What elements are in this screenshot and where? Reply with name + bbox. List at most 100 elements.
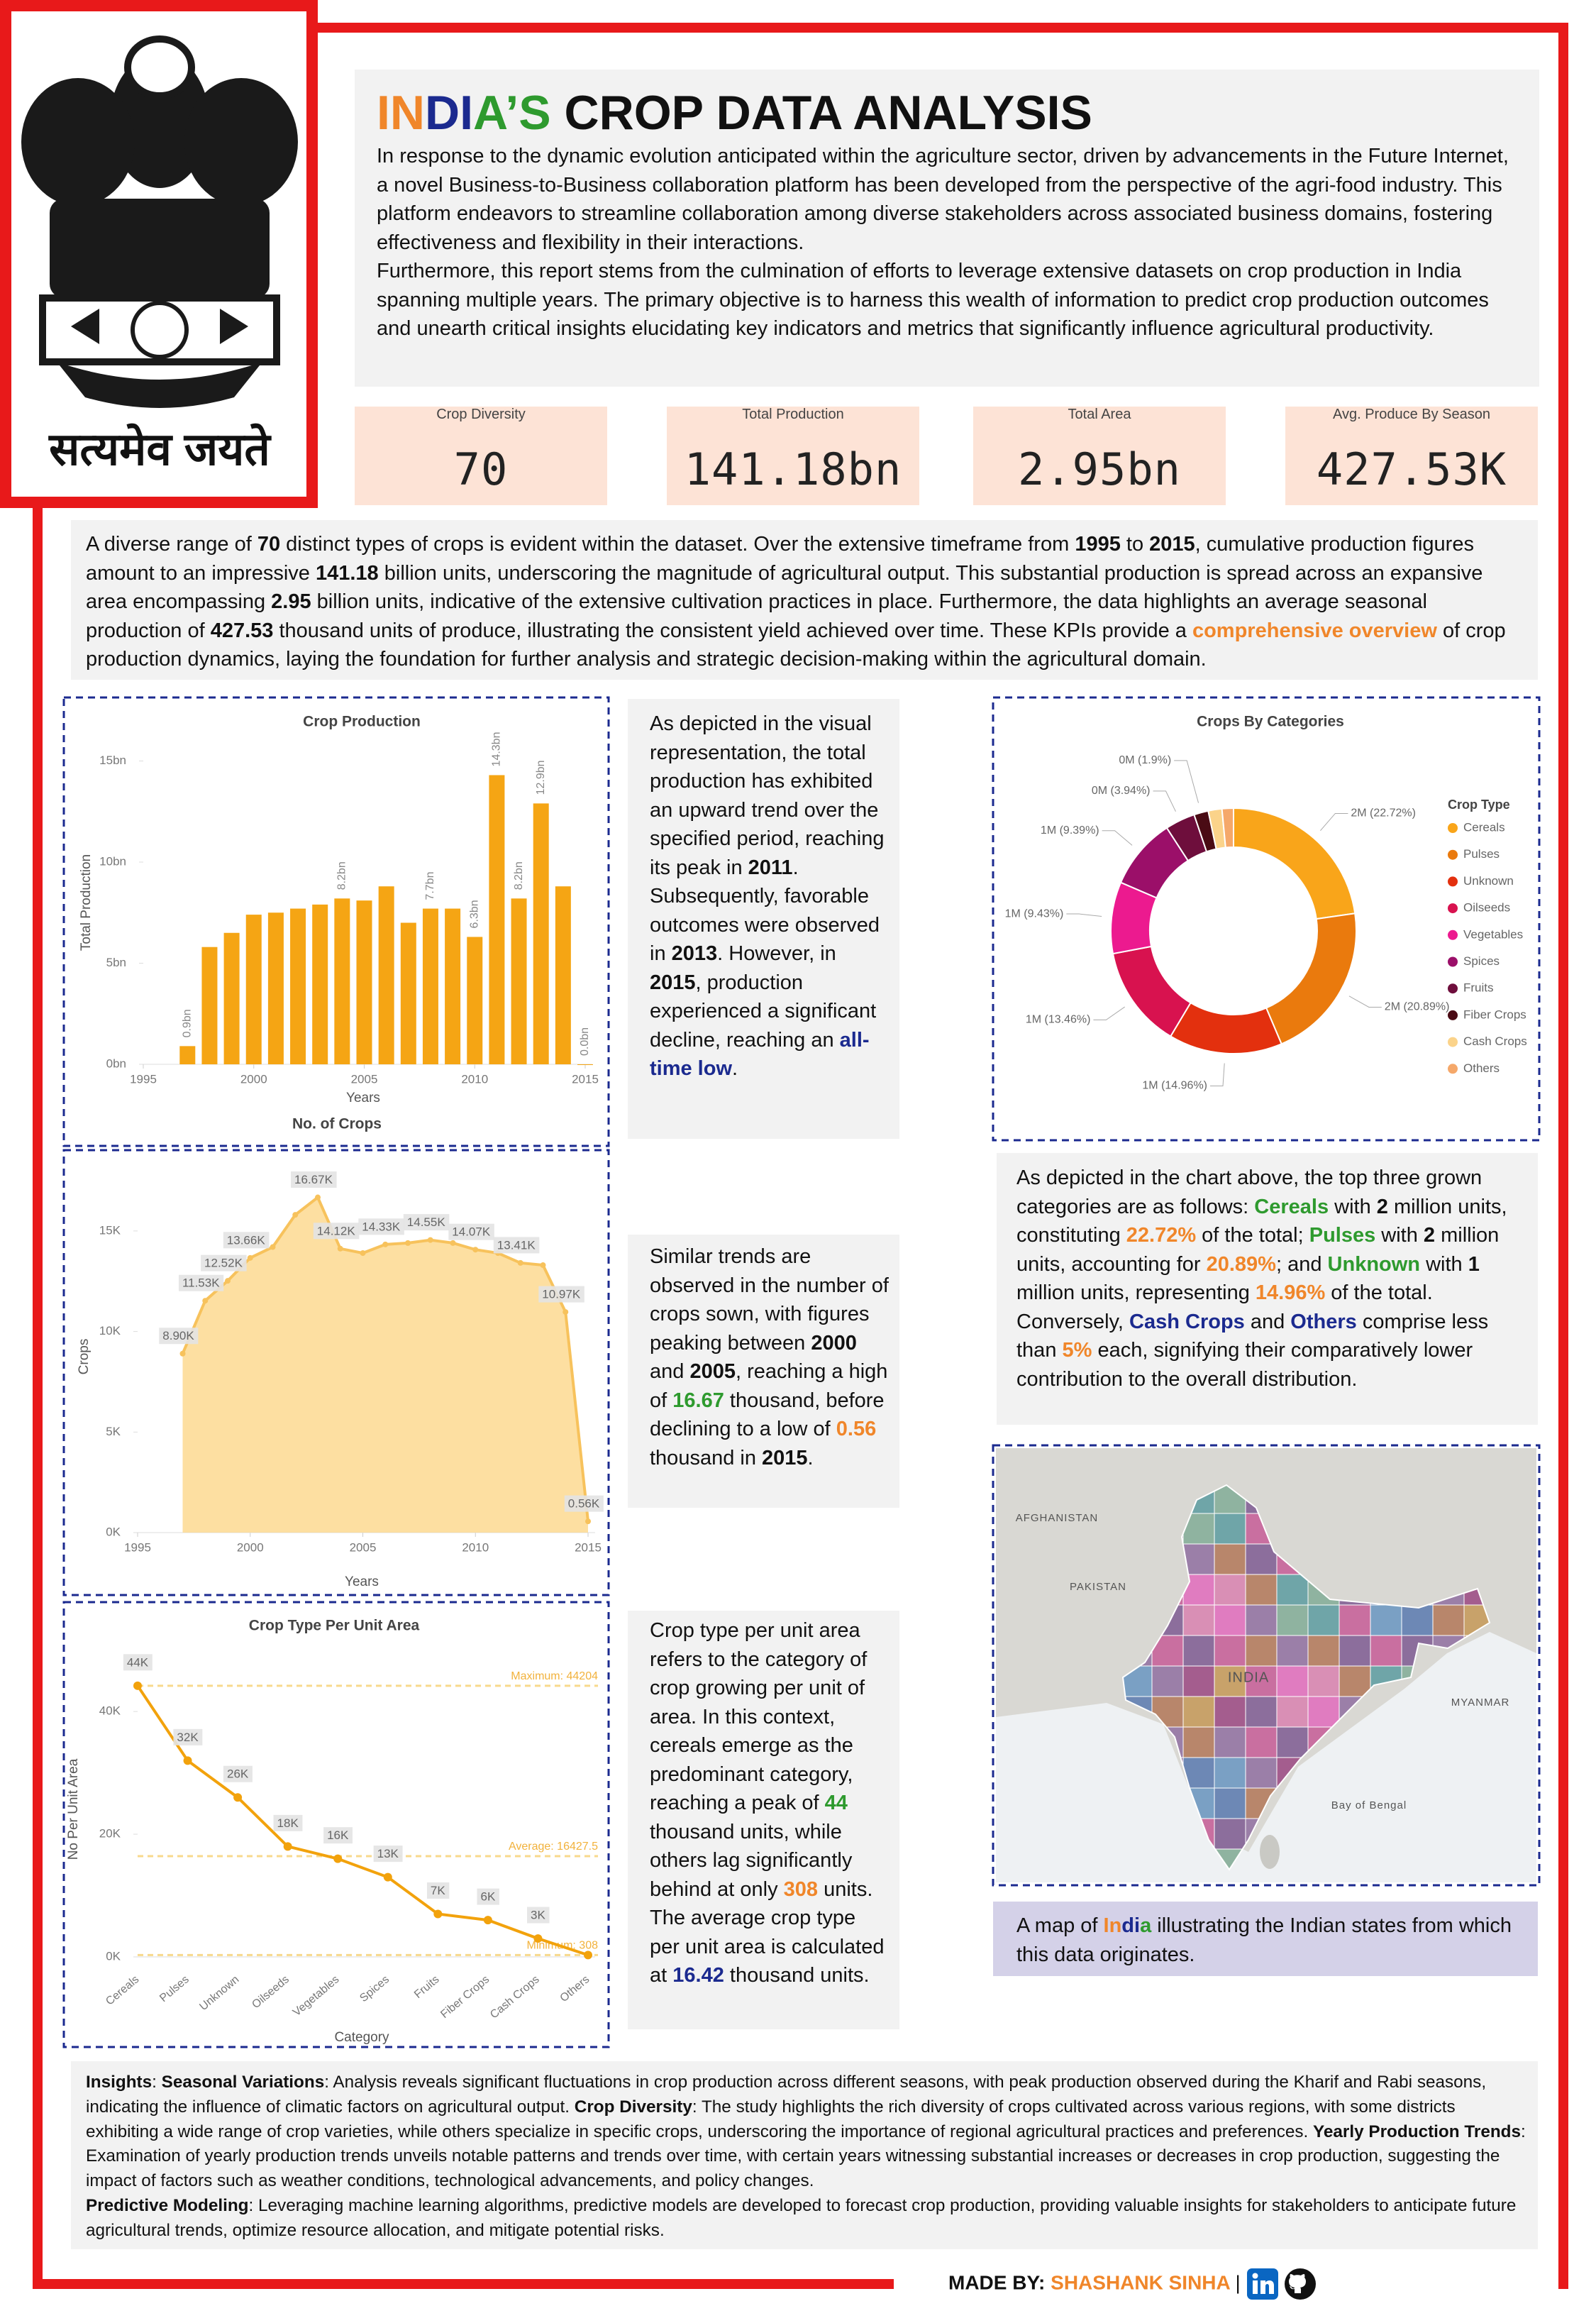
point (427, 1237, 433, 1243)
lion-left (21, 78, 135, 206)
map-label: AFGHANISTAN (1016, 1512, 1099, 1524)
author: SHASHANK SINHA (1051, 2271, 1230, 2294)
text-segment: , production experienced a significant d… (650, 971, 877, 1052)
data-label: 16.67K (294, 1173, 333, 1186)
reference-label: Maximum: 44204 (511, 1670, 598, 1682)
text-segment: Predictive Modeling (86, 2195, 249, 2215)
map-label: MYANMAR (1451, 1697, 1510, 1709)
map-box (992, 1444, 1541, 1887)
data-label: 13.41K (497, 1238, 536, 1252)
note-panel (628, 1611, 899, 2029)
legend-label: Fiber Crops (1463, 1008, 1526, 1021)
y-axis-label: Crops (77, 1339, 92, 1375)
point (233, 1793, 243, 1802)
text-segment: Pulses (1309, 1224, 1376, 1247)
text-segment: 2.95 (271, 590, 311, 613)
text-segment: 22.72% (1126, 1224, 1197, 1247)
legend-swatch (1448, 903, 1458, 914)
y-tick-label: 20K (99, 1827, 121, 1841)
x-axis-label: Years (346, 1091, 380, 1105)
x-tick-label: 2005 (351, 1072, 378, 1086)
leader-line (1210, 1063, 1225, 1086)
legend-swatch (1448, 1037, 1458, 1047)
note-panel (628, 699, 899, 1139)
note-panel (997, 1153, 1538, 1425)
map-state (1245, 1635, 1278, 1667)
text-segment: : Leveraging machine learning algorithms… (86, 2195, 1517, 2240)
data-label-box (323, 1827, 353, 1844)
text-segment: 44 (824, 1792, 848, 1814)
map-label: INDIA (1228, 1670, 1269, 1685)
legend-swatch (1448, 956, 1458, 967)
text-segment: billion units, indicative of the extensi… (86, 590, 1427, 642)
leader-line (1320, 812, 1348, 831)
text-segment: A diverse range of (86, 533, 257, 556)
map-label: PAKISTAN (1070, 1581, 1126, 1593)
text-segment: DI (425, 86, 473, 140)
bar (445, 908, 461, 1064)
legend-label: Fruits (1463, 981, 1494, 995)
text-segment: 1995 (1075, 533, 1121, 556)
text-segment: 2013 (671, 942, 718, 965)
y-tick-label: 10K (99, 1324, 121, 1337)
point (563, 1309, 569, 1315)
point (405, 1240, 411, 1246)
base (57, 362, 262, 408)
data-label: 7K (431, 1884, 445, 1897)
bar (533, 803, 549, 1064)
text-segment: CROP DATA ANALYSIS (550, 86, 1092, 140)
data-label: 18K (277, 1816, 299, 1830)
kpi-label: Crop Diversity (436, 407, 526, 422)
kpi-card: Avg. Produce By Season 427.53K (1285, 407, 1538, 505)
map-state (1182, 1543, 1215, 1575)
text-segment: Crop Diversity (574, 2097, 692, 2117)
point (247, 1254, 253, 1261)
map-state (1214, 1726, 1246, 1758)
text-segment: thousand units. (724, 1964, 870, 1987)
point (360, 1250, 366, 1257)
text-segment: thousand units of produce, illustrating … (273, 619, 1192, 642)
kpi-value: 427.53K (1316, 443, 1507, 495)
linkedin-icon[interactable] (1246, 2268, 1279, 2300)
kpi-card: Crop Diversity 70 (355, 407, 607, 505)
point (517, 1259, 523, 1266)
text-segment: Others (1290, 1310, 1357, 1333)
bar (179, 1046, 196, 1064)
data-label-box (223, 1765, 253, 1782)
point (292, 1212, 299, 1218)
text-segment: . However, in (717, 942, 836, 965)
text-segment: with (1329, 1195, 1377, 1218)
chart-box (62, 1149, 610, 1596)
y-tick-label: 0bn (106, 1057, 126, 1070)
text-segment: 70 (257, 533, 281, 556)
text-segment: 20.89% (1206, 1252, 1276, 1276)
slice (1112, 945, 1192, 1037)
lion-right (184, 78, 298, 206)
x-tick-label: 2010 (461, 1072, 488, 1086)
frame-right (1558, 23, 1568, 2289)
x-tick-label: 1995 (130, 1072, 157, 1086)
point (283, 1842, 292, 1851)
text-segment: 16.42 (672, 1964, 724, 1987)
page-title: INDIA’S CROP DATA ANALYSIS (377, 85, 1092, 140)
chart-title: Crops By Categories (1197, 714, 1344, 730)
text-segment: thousand, before declining to a low of (650, 1389, 885, 1441)
text-segment: and (650, 1360, 690, 1383)
text-segment: , cumulative production figures amount t… (86, 533, 1474, 585)
data-label: 13K (377, 1847, 399, 1860)
text-segment: In (1103, 1914, 1122, 1937)
point (540, 1262, 546, 1269)
data-label-box (448, 1223, 494, 1240)
data-label: 8.90K (162, 1329, 194, 1342)
data-label: 11.53K (182, 1276, 220, 1290)
data-label: 2M (22.72%) (1351, 807, 1416, 820)
map-state (1214, 1604, 1246, 1636)
text-segment: comprehensive overview (1192, 619, 1437, 642)
data-label-box (313, 1223, 360, 1240)
map-state (1214, 1757, 1246, 1789)
note: Similar trends are observed in the numbe… (650, 1242, 891, 1472)
github-icon[interactable] (1284, 2268, 1317, 2300)
map-state (1276, 1604, 1309, 1636)
header-panel (355, 70, 1539, 387)
map-state (1307, 1635, 1340, 1667)
